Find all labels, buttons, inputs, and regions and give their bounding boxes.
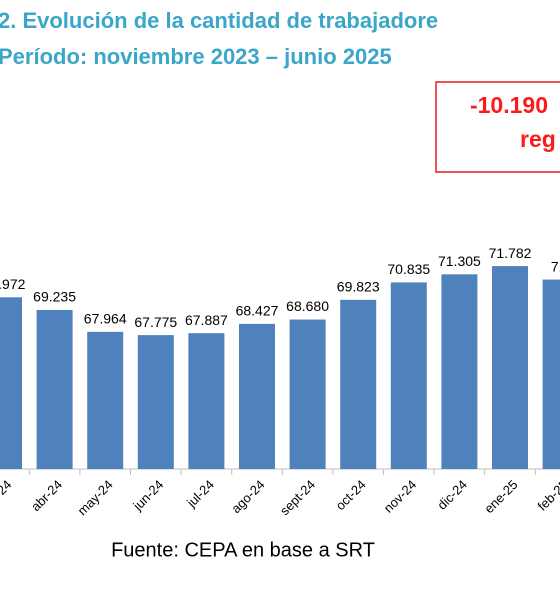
bar bbox=[542, 279, 560, 469]
source: Fuente: CEPA en base a SRT bbox=[111, 539, 375, 561]
bar bbox=[441, 274, 478, 469]
chart-subtitle: Período: noviembre 2023 – junio 2025 bbox=[0, 44, 392, 69]
x-tick-label: oct-24 bbox=[333, 477, 369, 513]
x-tick-label: nov-24 bbox=[381, 477, 420, 516]
annotation-text: reg bbox=[520, 126, 556, 152]
bar bbox=[239, 323, 275, 469]
bar bbox=[390, 282, 427, 469]
x-tick-label: jun-24 bbox=[129, 477, 166, 514]
value-label: 68.680 bbox=[286, 298, 329, 314]
bar bbox=[0, 297, 22, 469]
bar bbox=[137, 335, 174, 469]
value-label: 67.964 bbox=[84, 311, 127, 327]
x-tick-label: ene-25 bbox=[481, 477, 520, 516]
value-label: 67.887 bbox=[185, 312, 228, 328]
bar bbox=[36, 309, 73, 469]
bar bbox=[87, 331, 124, 469]
x-tick-label: sept-24 bbox=[277, 477, 318, 518]
value-label: 71. bbox=[551, 258, 560, 274]
value-label: 71.305 bbox=[438, 253, 481, 269]
value-label: 67.775 bbox=[134, 314, 177, 330]
x-tick-label: feb-25 bbox=[534, 477, 560, 514]
value-label: 68.427 bbox=[236, 303, 279, 319]
x-tick-label: may-24 bbox=[74, 477, 115, 518]
bar bbox=[340, 299, 377, 469]
bar bbox=[188, 333, 225, 469]
x-tick-label: mar-24 bbox=[0, 477, 15, 517]
value-label: 69.823 bbox=[337, 279, 380, 295]
x-tick-label: jul-24 bbox=[183, 477, 217, 511]
annotation-value: -10.190 bbox=[470, 92, 548, 118]
value-label: 70.835 bbox=[387, 261, 430, 277]
value-label: 69.235 bbox=[33, 289, 76, 305]
value-label: 71.782 bbox=[489, 245, 532, 261]
chart-title: 2. Evolución de la cantidad de trabajado… bbox=[0, 8, 438, 33]
x-tick-label: abr-24 bbox=[28, 477, 65, 514]
x-tick-label: dic-24 bbox=[434, 477, 470, 513]
bar bbox=[492, 266, 528, 469]
bar bbox=[289, 319, 326, 469]
x-tick-label: ago-24 bbox=[228, 477, 267, 516]
value-label: 69.972 bbox=[0, 276, 26, 292]
annotation-box bbox=[435, 81, 560, 173]
